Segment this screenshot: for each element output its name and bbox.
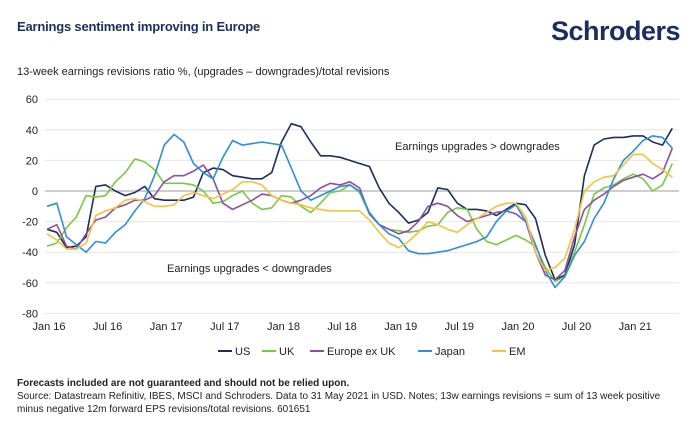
y-tick-label: 60 <box>26 94 38 106</box>
y-tick-label: 0 <box>32 186 38 198</box>
disclaimer: Forecasts included are not guaranteed an… <box>17 378 350 389</box>
legend-item: US <box>218 346 250 358</box>
legend-label: EM <box>509 346 526 358</box>
x-tick-label: Jan 18 <box>267 321 300 333</box>
y-tick-label: -40 <box>22 247 38 259</box>
legend: US UK Europe ex UK Japan EM <box>218 346 526 358</box>
x-tick-label: Jul 20 <box>562 321 591 333</box>
legend-item: Europe ex UK <box>310 346 396 358</box>
chart-subtitle: 13-week earnings revisions ratio %, (upg… <box>17 66 390 78</box>
chart-title: Earnings sentiment improving in Europe <box>17 19 261 34</box>
legend-label: UK <box>279 346 295 358</box>
x-tick-label: Jul 17 <box>210 321 239 333</box>
x-tick-label: Jul 19 <box>445 321 474 333</box>
series-line-japan <box>46 133 673 289</box>
source-note: Source: Datastream Refinitiv, IBES, MSCI… <box>17 391 661 415</box>
y-tick-label: -80 <box>22 308 38 320</box>
annotation-upgrades-below: Earnings upgrades < downgrades <box>167 263 332 275</box>
legend-label: US <box>235 346 250 358</box>
x-tick-label: Jan 16 <box>32 321 65 333</box>
series-line-europe-ex-uk <box>46 147 674 281</box>
legend-item: Japan <box>418 346 465 358</box>
legend-item: EM <box>492 346 526 358</box>
x-tick-label: Jan 21 <box>619 321 652 333</box>
x-tick-label: Jul 16 <box>93 321 122 333</box>
x-tick-label: Jan 19 <box>384 321 417 333</box>
y-tick-label: 20 <box>26 155 38 167</box>
y-tick-label: -60 <box>22 278 38 290</box>
schroders-logo: Schroders <box>550 16 681 46</box>
y-tick-label: -20 <box>22 217 38 229</box>
x-tick-label: Jan 17 <box>150 321 183 333</box>
series-line-us <box>46 122 673 281</box>
series-line-em <box>46 153 673 272</box>
x-tick-label: Jul 18 <box>327 321 356 333</box>
line-chart: 60 40 20 0 -20 -40 -60 -80 Jan 16 Jul 16 Jan 17 Ju… <box>22 94 679 358</box>
legend-label: Japan <box>435 346 465 358</box>
annotation-upgrades-above: Earnings upgrades > downgrades <box>395 141 560 153</box>
x-tick-label: Jan 20 <box>501 321 534 333</box>
legend-item: UK <box>262 346 295 358</box>
footer: Forecasts included are not guaranteed an… <box>17 377 687 416</box>
y-tick-label: 40 <box>26 125 38 137</box>
legend-label: Europe ex UK <box>327 346 396 358</box>
